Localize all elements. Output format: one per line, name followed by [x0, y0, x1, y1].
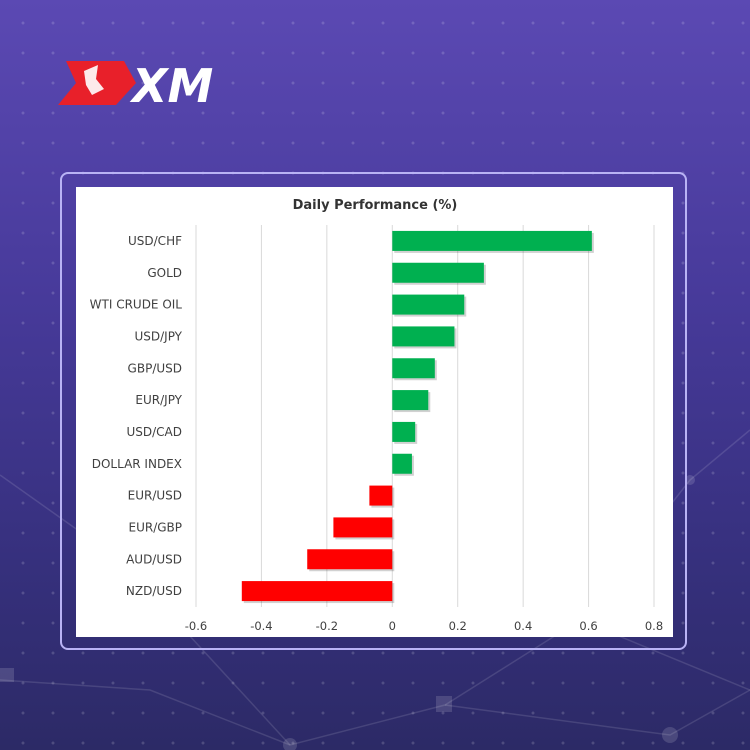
bar-usd-chf: [392, 230, 592, 251]
x-tick-label: -0.2: [316, 619, 338, 633]
bar-eur-jpy: [392, 390, 429, 411]
x-tick-label: 0.2: [449, 619, 467, 633]
bar-chart: USD/CHF GOLD WTI CRUDE OIL USD/JPY GBP/USD EU…: [90, 198, 664, 633]
category-label: USD/CAD: [126, 425, 182, 439]
bar-eur-usd: [369, 485, 393, 506]
category-label: GBP/USD: [128, 361, 182, 375]
category-label: WTI CRUDE OIL: [90, 298, 183, 312]
category-label: AUD/USD: [126, 552, 182, 566]
category-label: GOLD: [147, 266, 182, 280]
bar-aud-usd: [307, 549, 393, 570]
category-label: USD/JPY: [134, 329, 182, 343]
category-label: DOLLAR INDEX: [92, 457, 182, 471]
bar-gbp-usd: [392, 358, 435, 379]
bar-dollar-index: [392, 453, 412, 474]
chart-frame: [60, 172, 687, 650]
bar-nzd-usd: [241, 581, 393, 602]
x-tick-label: -0.4: [250, 619, 272, 633]
category-label: USD/CHF: [128, 234, 182, 248]
x-tick-label: 0.8: [645, 619, 663, 633]
bar-usd-jpy: [392, 326, 455, 347]
bar-eur-gbp: [333, 517, 393, 538]
bar-usd-cad: [392, 421, 416, 442]
xm-logo: XM: [58, 55, 238, 115]
x-tick-label: -0.6: [185, 619, 207, 633]
chart-title: Daily Performance (%): [293, 198, 458, 213]
chart-card: USD/CHF GOLD WTI CRUDE OIL USD/JPY GBP/USD EU…: [76, 187, 673, 637]
category-label: EUR/JPY: [135, 393, 182, 407]
x-tick-label: 0.4: [514, 619, 532, 633]
x-tick-label: 0.6: [579, 619, 597, 633]
category-label: EUR/USD: [128, 489, 182, 503]
bar-gold: [392, 262, 484, 283]
logo-text: XM: [129, 59, 213, 111]
category-label: EUR/GBP: [128, 520, 182, 534]
bar-wti-crude-oil: [392, 294, 465, 315]
x-tick-label: 0: [389, 619, 396, 633]
category-label: NZD/USD: [126, 584, 182, 598]
